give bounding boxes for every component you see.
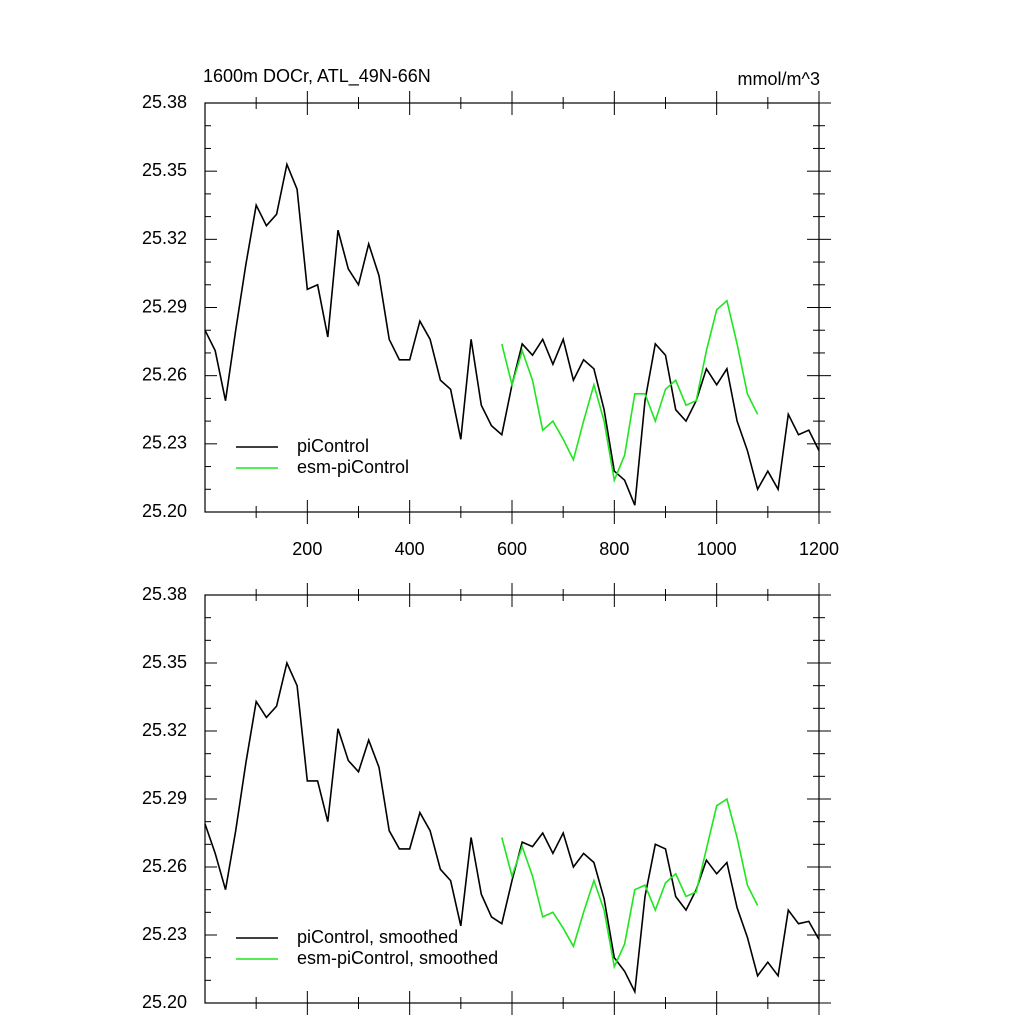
- legend-label: piControl: [297, 436, 369, 456]
- legend-label: esm-piControl: [297, 457, 409, 477]
- series-line: [501, 797, 759, 970]
- x-tick-label: 600: [497, 539, 527, 559]
- y-tick-label: 25.35: [142, 160, 187, 180]
- y-tick-label: 25.32: [142, 720, 187, 740]
- y-tick-label: 25.23: [142, 924, 187, 944]
- series-line: [204, 660, 820, 995]
- x-tick-label: 400: [395, 539, 425, 559]
- legend-label: esm-piControl, smoothed: [297, 948, 498, 968]
- x-tick-label: 1200: [799, 539, 839, 559]
- y-tick-label: 25.38: [142, 584, 187, 604]
- x-tick-label: 800: [599, 539, 629, 559]
- legend-label: piControl, smoothed: [297, 927, 458, 947]
- y-tick-label: 25.29: [142, 296, 187, 316]
- chart-title: 1600m DOCr, ATL_49N-66N: [203, 66, 431, 87]
- series-line: [501, 299, 759, 484]
- y-tick-label: 25.26: [142, 856, 187, 876]
- x-tick-label: 200: [292, 539, 322, 559]
- y-tick-label: 25.23: [142, 433, 187, 453]
- units-label: mmol/m^3: [738, 69, 820, 89]
- y-tick-label: 25.32: [142, 228, 187, 248]
- y-tick-label: 25.20: [142, 501, 187, 521]
- y-tick-label: 25.35: [142, 652, 187, 672]
- y-tick-label: 25.29: [142, 788, 187, 808]
- y-tick-label: 25.20: [142, 992, 187, 1012]
- y-tick-label: 25.38: [142, 92, 187, 112]
- y-tick-label: 25.26: [142, 364, 187, 384]
- x-tick-label: 1000: [697, 539, 737, 559]
